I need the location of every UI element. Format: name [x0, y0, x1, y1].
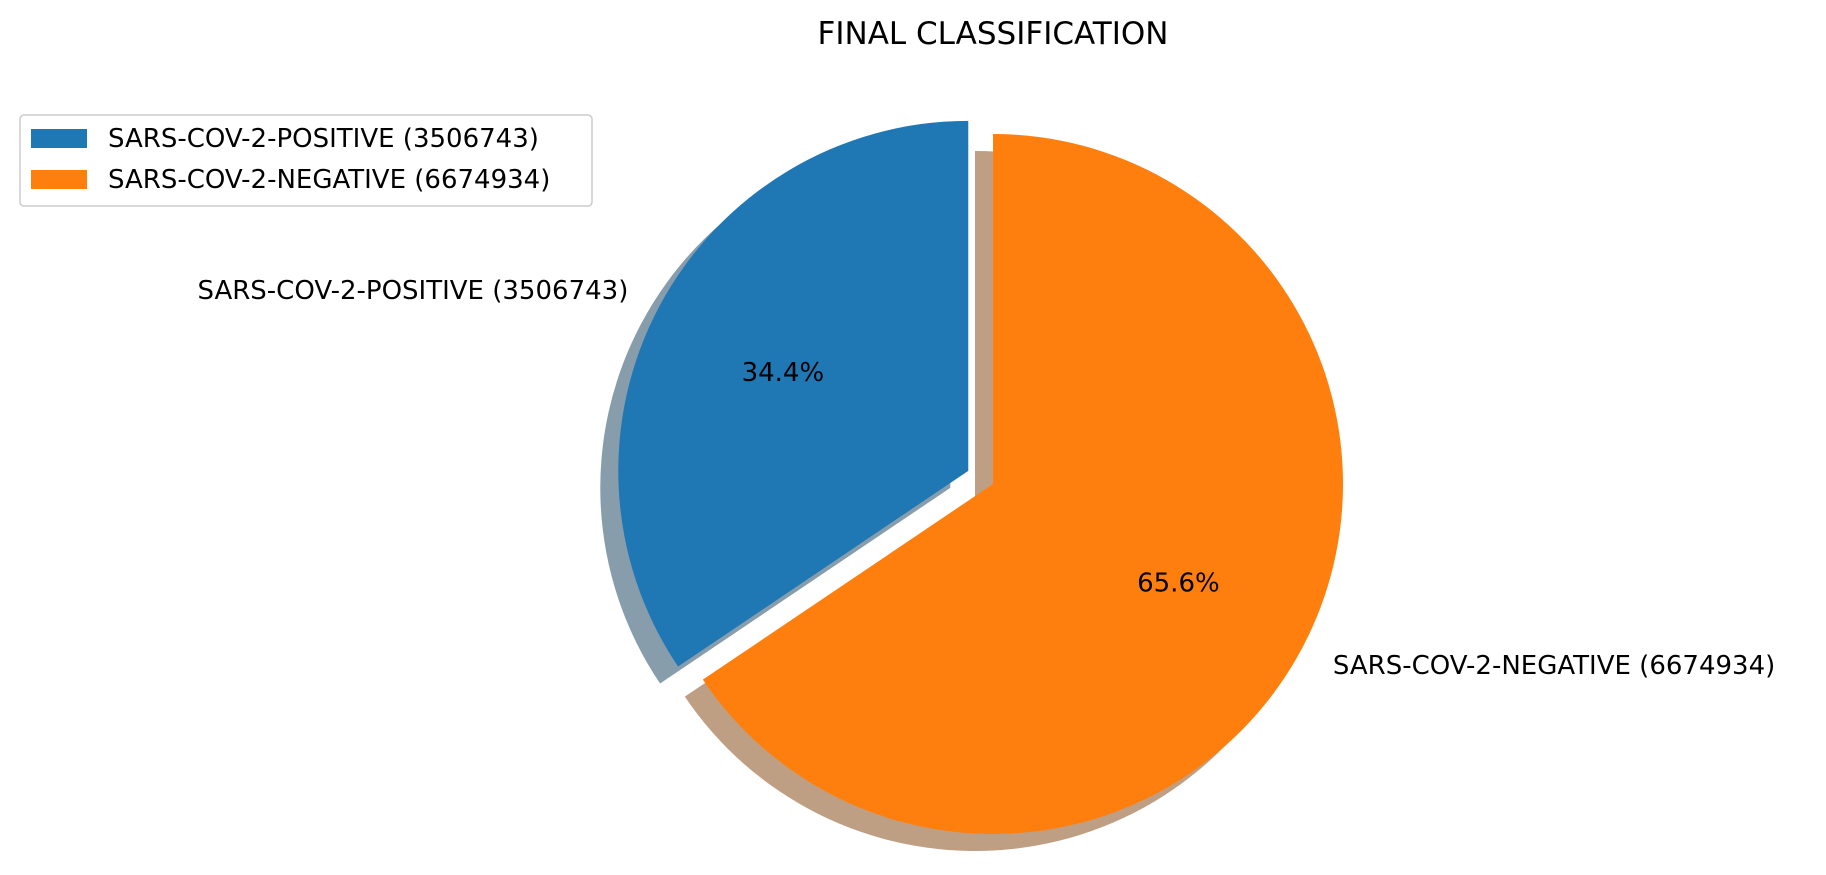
- slice-label-positive: SARS-COV-2-POSITIVE (3506743): [197, 276, 628, 306]
- legend-frame: [19, 114, 593, 207]
- legend-label-positive: SARS-COV-2-POSITIVE (3506743): [108, 124, 539, 154]
- pie-slice-negative: [702, 134, 1344, 834]
- pct-label-positive: 34.4%: [742, 358, 825, 388]
- chart-title: FINAL CLASSIFICATION: [818, 16, 1169, 52]
- pct-label-negative: 65.6%: [1137, 569, 1220, 599]
- slice-label-negative: SARS-COV-2-NEGATIVE (6674934): [1333, 651, 1775, 681]
- legend-swatch-positive: [31, 129, 87, 148]
- pie-slice-positive: [618, 120, 969, 667]
- slice-labels: 34.4% SARS-COV-2-POSITIVE (3506743) 65.6% S…: [197, 276, 1775, 681]
- legend-label-negative: SARS-COV-2-NEGATIVE (6674934): [108, 165, 550, 195]
- slices: [618, 120, 1344, 834]
- legend-swatch-negative: [31, 170, 87, 189]
- legend: SARS-COV-2-POSITIVE (3506743) SARS-COV-2…: [19, 114, 593, 207]
